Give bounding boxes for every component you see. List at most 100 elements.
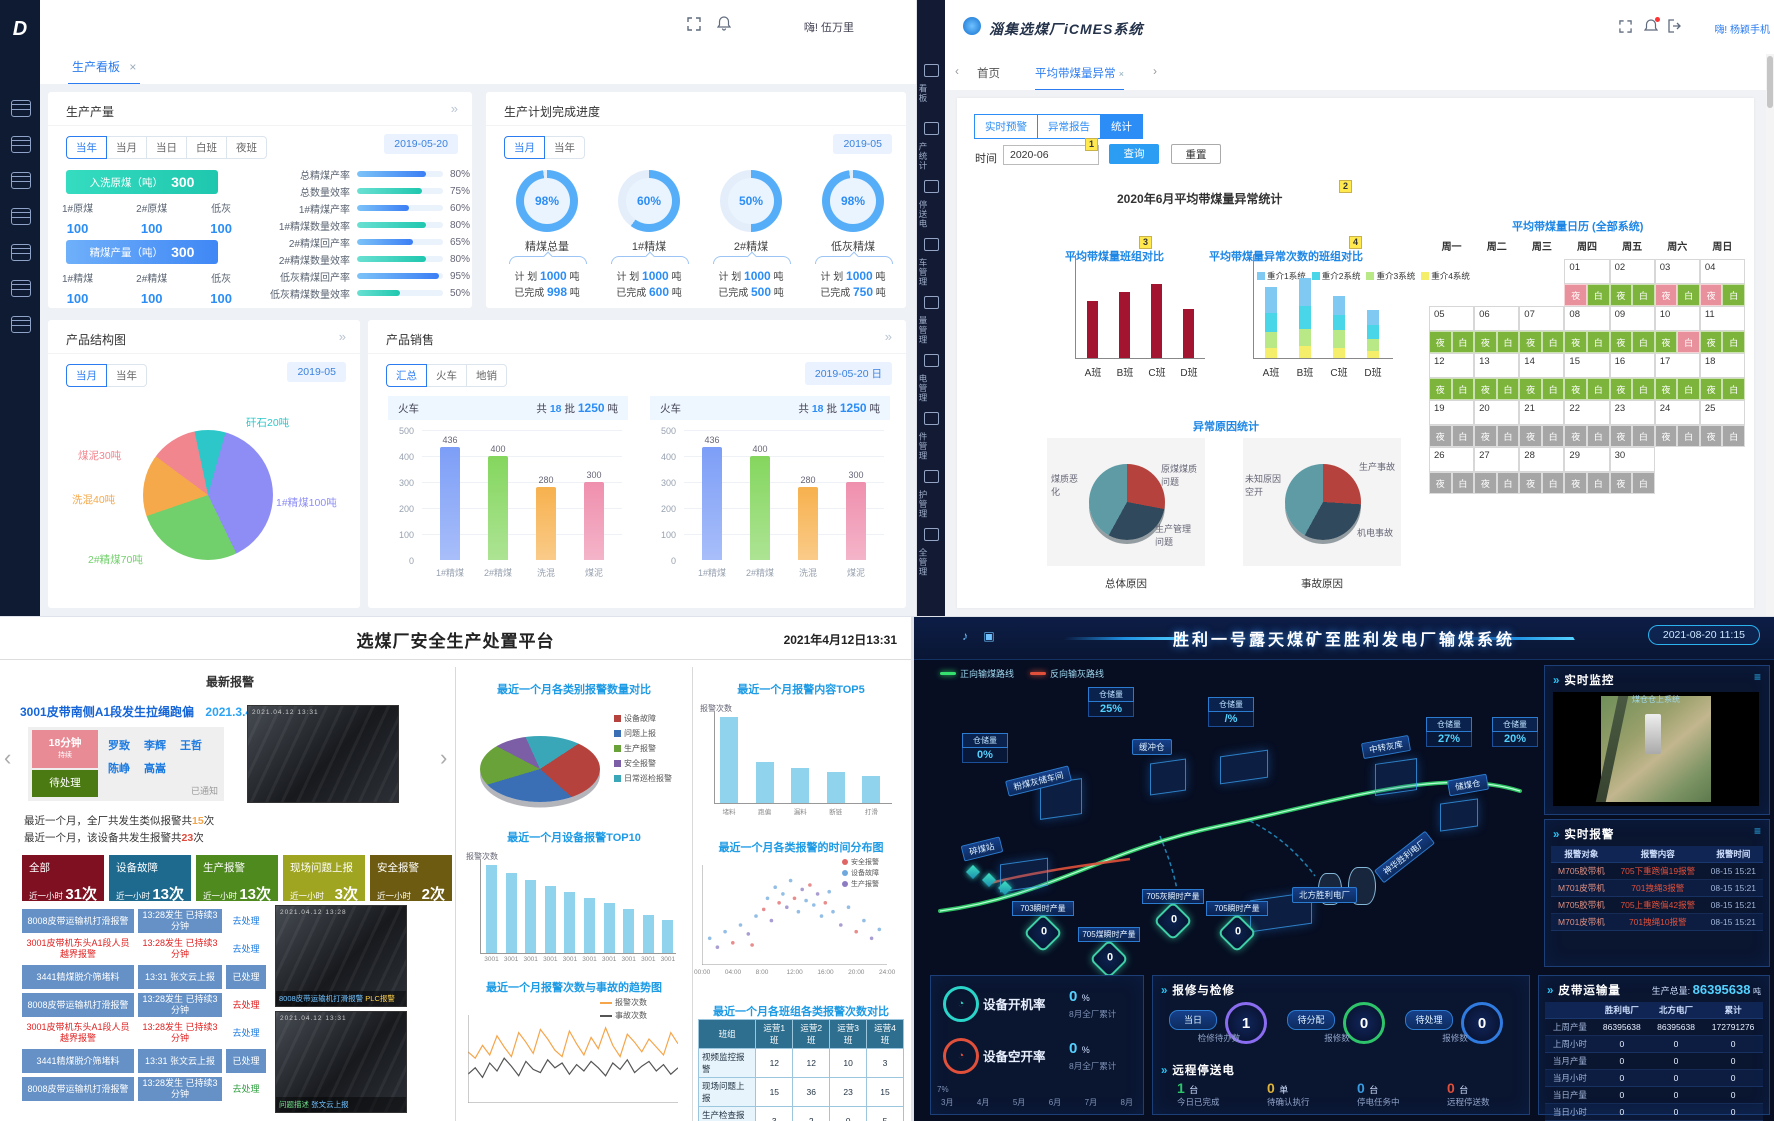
date-picker[interactable]: 2019-05-20 [384, 134, 458, 154]
users-icon[interactable] [11, 172, 31, 189]
scrollbar-thumb[interactable] [1767, 56, 1773, 108]
sidebar-item-电管理[interactable]: 电管理 [917, 354, 945, 403]
collapse-icon[interactable]: » [450, 101, 458, 116]
user-greeting[interactable]: 嗨! 杨颖手机 [1714, 25, 1770, 36]
tab-当年[interactable]: 当年 [544, 136, 585, 159]
close-icon[interactable]: × [129, 60, 137, 74]
pie-label: 原煤煤质问题 [1161, 464, 1198, 487]
alert-action[interactable]: 去处理 [226, 1021, 266, 1045]
tab-home[interactable]: 首页 [977, 68, 1000, 80]
bar-label: 跑偏 [758, 809, 772, 816]
bell-icon[interactable] [716, 16, 732, 36]
badge-diamond: 0 [1217, 913, 1257, 953]
expand-icon[interactable] [687, 17, 701, 36]
night-shift: 夜 [1609, 284, 1633, 306]
sidebar-item-件管理[interactable]: 件管理 [917, 412, 945, 461]
plan-tabs: 当月 当年 [504, 136, 585, 159]
tab-scroll-right-icon[interactable]: › [1153, 64, 1157, 78]
collapse-icon[interactable]: » [338, 329, 346, 344]
alert-action[interactable]: 已处理 [226, 1049, 266, 1073]
alarm-table: 报警对象 报警内容 报警时间 M705胶带机 705下重跑偏19报警 08-15 15:2… [1551, 846, 1763, 931]
person-陈峥[interactable]: 陈峥 [108, 763, 130, 775]
collapse-icon[interactable]: » [884, 329, 892, 344]
tab-scroll-left-icon[interactable]: ‹ [955, 64, 959, 78]
logout-icon[interactable] [1668, 19, 1682, 38]
schedule-icon[interactable] [11, 244, 31, 261]
prev-arrow-icon[interactable]: ‹ [4, 745, 12, 770]
user-greeting[interactable]: 嗨! 伍万里 [803, 22, 854, 34]
metric-fill [357, 222, 426, 228]
cell: 15 [755, 1077, 794, 1107]
person-高嵩[interactable]: 高嵩 [144, 763, 166, 775]
alert-action[interactable]: 去处理 [226, 937, 266, 961]
category-设备故障[interactable]: 设备故障 近一小时 13次 [109, 855, 191, 903]
tab-当月[interactable]: 当月 [504, 136, 545, 159]
monitor-icon[interactable] [11, 208, 31, 225]
category-现场问题上报[interactable]: 现场问题上报 近一小时 3次 [283, 855, 365, 903]
alert-action[interactable]: 已处理 [226, 965, 266, 989]
expand-icon[interactable] [1619, 20, 1632, 38]
audio-monitor-icons[interactable]: ♪ ▣ [962, 629, 1001, 643]
col-运营4班: 运营4班 [866, 1019, 904, 1049]
row-label: 上周产量 [1545, 1018, 1595, 1036]
tasks-icon[interactable] [11, 280, 31, 297]
tab-当年[interactable]: 当年 [66, 136, 107, 159]
bell-icon[interactable] [1643, 17, 1660, 39]
y-axis [1075, 255, 1076, 358]
tab-当年[interactable]: 当年 [106, 364, 147, 387]
folder-icon[interactable] [11, 136, 31, 153]
tab-当日[interactable]: 当日 [146, 136, 187, 159]
bar-label: 洗混 [798, 568, 817, 578]
sidebar-item-护管理[interactable]: 护管理 [917, 470, 945, 519]
person-罗致[interactable]: 罗致 [108, 740, 130, 752]
alarm-object: M705胶带机 [1551, 862, 1612, 880]
reset-button[interactable]: 重置 [1171, 144, 1221, 164]
cell: 172791276 [1703, 1018, 1763, 1036]
alert-action[interactable]: 去处理 [226, 909, 266, 933]
category-安全报警[interactable]: 安全报警 近一小时 2次 [370, 855, 452, 903]
query-button[interactable]: 查询 [1109, 144, 1159, 164]
bar-label: 3001 [562, 956, 578, 963]
menu-icon[interactable]: ≡ [1753, 824, 1761, 838]
person-李辉[interactable]: 李辉 [144, 740, 166, 752]
alert-name: 3001皮带机东头A1段人员越界报警 [22, 1021, 134, 1045]
sidebar-item-车管理[interactable]: 车管理 [917, 238, 945, 287]
structure-date-picker[interactable]: 2019-05 [287, 362, 346, 382]
sidebar-item-全管理[interactable]: 全管理 [917, 528, 945, 577]
sidebar-item-量管理[interactable]: 量管理 [917, 296, 945, 345]
subtab-统计[interactable]: 统计 [1100, 114, 1143, 139]
sidebar-item-产统计[interactable]: 产统计 [917, 122, 945, 171]
scrollbar[interactable] [1766, 54, 1774, 616]
next-arrow-icon[interactable]: › [440, 745, 448, 770]
alert-info: 13:28发生 已持续3分钟 [138, 993, 222, 1017]
tab-夜班[interactable]: 夜班 [226, 136, 267, 159]
calendar-day-14: 14 [1519, 353, 1565, 378]
sales-date-picker[interactable]: 2019-05-20 日 [804, 362, 892, 385]
category-生产报警[interactable]: 生产报警 近一小时 13次 [196, 855, 278, 903]
subtab-异常报告[interactable]: 异常报告 [1037, 114, 1101, 139]
category-全部[interactable]: 全部 近一小时 31次 [22, 855, 104, 903]
report-icon[interactable] [11, 100, 31, 117]
sidebar-item-停送电[interactable]: 停送电 [917, 180, 945, 229]
alert-action[interactable]: 去处理 [226, 1077, 266, 1101]
tab-belt-abnormal[interactable]: 平均带煤量异常 × [1035, 65, 1124, 91]
sidebar-item-看板[interactable]: 看板 [917, 64, 945, 103]
tab-当月[interactable]: 当月 [66, 364, 107, 387]
top10-title: 最近一个月设备报警TOP10 [507, 832, 641, 844]
subtab-实时预警[interactable]: 实时预警 [974, 114, 1038, 139]
settings-icon[interactable] [11, 316, 31, 333]
tab-白班[interactable]: 白班 [186, 136, 227, 159]
time-input[interactable]: 2020-06 [1003, 145, 1099, 165]
tab-火车[interactable]: 火车 [426, 364, 467, 387]
cell: 12 [792, 1048, 831, 1078]
tab-地销[interactable]: 地销 [466, 364, 507, 387]
plan-date-picker[interactable]: 2019-05 [833, 134, 892, 154]
close-icon[interactable]: × [1118, 69, 1124, 79]
person-王哲[interactable]: 王哲 [180, 740, 202, 752]
tab-production-board[interactable]: 生产看板 × [68, 58, 141, 85]
tab-汇总[interactable]: 汇总 [386, 364, 427, 387]
menu-icon[interactable]: ≡ [1753, 670, 1761, 684]
alert-action[interactable]: 去处理 [226, 993, 266, 1017]
category-count: 13次 [239, 886, 271, 903]
tab-当月[interactable]: 当月 [106, 136, 147, 159]
